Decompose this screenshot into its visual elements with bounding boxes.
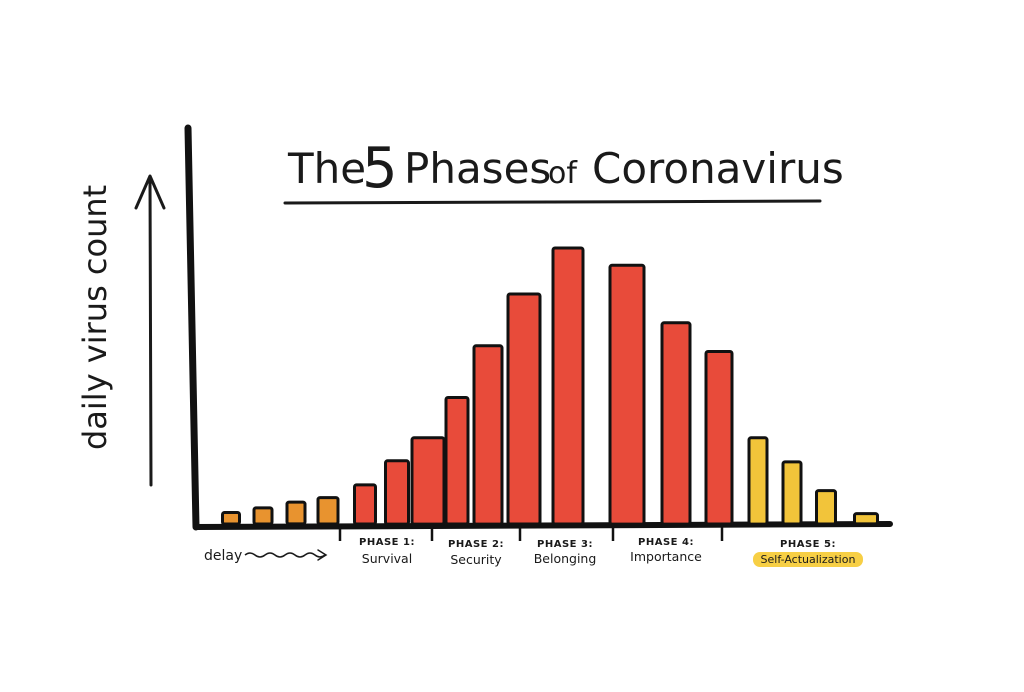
bar-2 [252, 506, 274, 526]
phase-4-name: Importance [630, 549, 702, 564]
delay-label: delay [204, 548, 242, 564]
title-phases: Phases [404, 144, 551, 193]
phase-4-head: PHASE 4: [638, 537, 694, 548]
delay-arrowhead [317, 549, 328, 561]
delay-squiggle [244, 552, 326, 558]
bar-16 [781, 460, 803, 526]
bar-5 [353, 483, 377, 526]
bar-14 [704, 350, 734, 526]
bar-15 [747, 436, 769, 526]
title-of: of [548, 156, 578, 191]
y-axis-line [184, 124, 200, 531]
delay-annotation: delay [204, 548, 328, 564]
phase-1-head: PHASE 1: [359, 537, 415, 548]
bars-group [221, 246, 879, 526]
bar-12 [608, 263, 646, 526]
bar-1 [221, 511, 241, 526]
phase-labels: PHASE 1: Survival PHASE 2: Security PHAS… [359, 537, 863, 567]
bar-18 [853, 512, 879, 526]
phase-2-head: PHASE 2: [448, 539, 504, 550]
x-axis-line [193, 521, 893, 530]
phase-3-name: Belonging [534, 551, 597, 566]
title-the: The [287, 144, 366, 193]
phase-3-head: PHASE 3: [537, 539, 593, 550]
phase-5-name: Self-Actualization [761, 553, 856, 566]
title-subject: Coronavirus [592, 144, 844, 193]
y-arrow [134, 174, 166, 487]
title-underline [283, 199, 822, 205]
phase-1-name: Survival [362, 551, 412, 566]
bar-17 [815, 489, 837, 526]
bar-4 [316, 496, 340, 526]
phase-ticks [338, 524, 724, 541]
bar-3 [285, 500, 307, 526]
bar-9 [472, 344, 504, 526]
title-number: 5 [362, 136, 398, 201]
bar-8 [444, 396, 470, 526]
phase-5-highlight [753, 552, 863, 567]
bar-10 [506, 292, 542, 526]
bar-11 [551, 246, 585, 526]
chart-title: The 5 Phases of Coronavirus [283, 136, 844, 205]
bar-13 [660, 321, 692, 526]
y-axis-label: daily virus count [76, 185, 114, 450]
bar-6 [384, 459, 410, 526]
phase-5-head: PHASE 5: [780, 539, 836, 550]
bar-7 [410, 436, 446, 526]
phase-2-name: Security [450, 552, 502, 567]
